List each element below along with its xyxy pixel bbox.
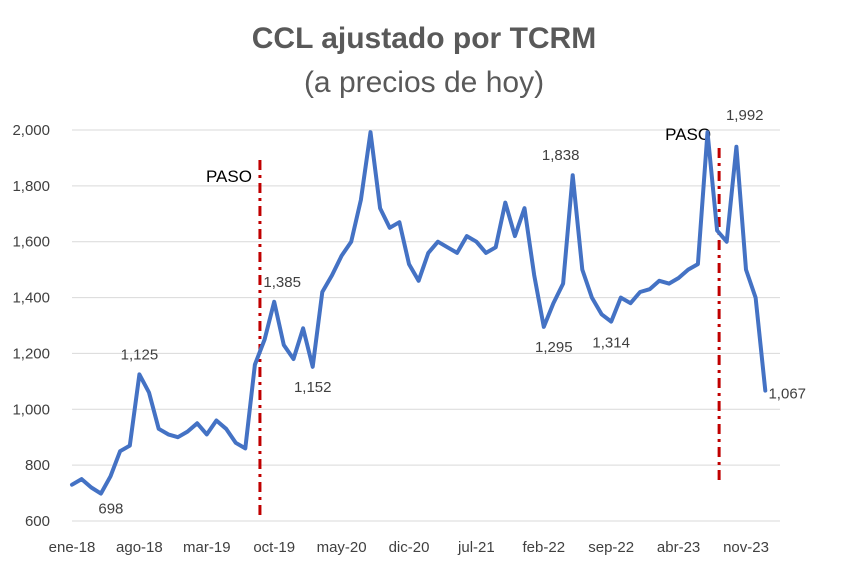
paso-label: PASO [665,125,711,144]
y-tick-label: 1,600 [12,234,50,251]
y-tick-label: 600 [25,513,50,530]
x-tick-label: feb-22 [523,539,566,556]
data-label: 1,152 [294,379,332,396]
y-tick-label: 1,000 [12,401,50,418]
y-tick-label: 1,800 [12,178,50,195]
x-tick-label: nov-23 [723,539,769,556]
data-label: 1,125 [121,346,159,363]
data-label: 1,295 [535,339,573,356]
x-axis: ene-18 ago-18 mar-19 oct-19 may-20 dic-20 jul-… [49,539,769,556]
y-tick-label: 1,200 [12,345,50,362]
x-tick-label: sep-22 [588,539,634,556]
series-group [70,130,768,496]
chart-title: CCL ajustado por TCRM [251,22,597,55]
y-axis: 600 800 1,000 1,200 1,400 1,600 1,800 2,000 [12,122,50,530]
chart-subtitle: (a precios de hoy) [303,66,545,99]
x-tick-label: dic-20 [389,539,430,556]
data-label: 1,314 [592,335,630,352]
series-line [70,130,768,496]
gridlines [72,129,780,522]
data-label: 1,067 [768,386,806,403]
data-label: 1,838 [542,147,580,164]
x-tick-label: mar-19 [183,539,231,556]
data-label: 698 [98,501,123,518]
x-tick-label: oct-19 [253,539,295,556]
x-tick-label: may-20 [317,539,367,556]
data-label: 1,385 [263,274,301,291]
y-tick-label: 800 [25,457,50,474]
data-labels: 698 1,125 1,385 1,152 1,838 1,295 1,314 1,992 1,… [98,107,806,517]
paso-label: PASO [206,167,252,186]
data-label: 1,992 [726,107,764,124]
y-tick-label: 1,400 [12,290,50,307]
x-tick-label: ago-18 [116,539,163,556]
x-tick-label: abr-23 [657,539,700,556]
paso-markers: PASO PASO [206,125,721,516]
x-tick-label: ene-18 [49,539,96,556]
y-tick-label: 2,000 [12,122,50,139]
x-tick-label: jul-21 [457,539,495,556]
